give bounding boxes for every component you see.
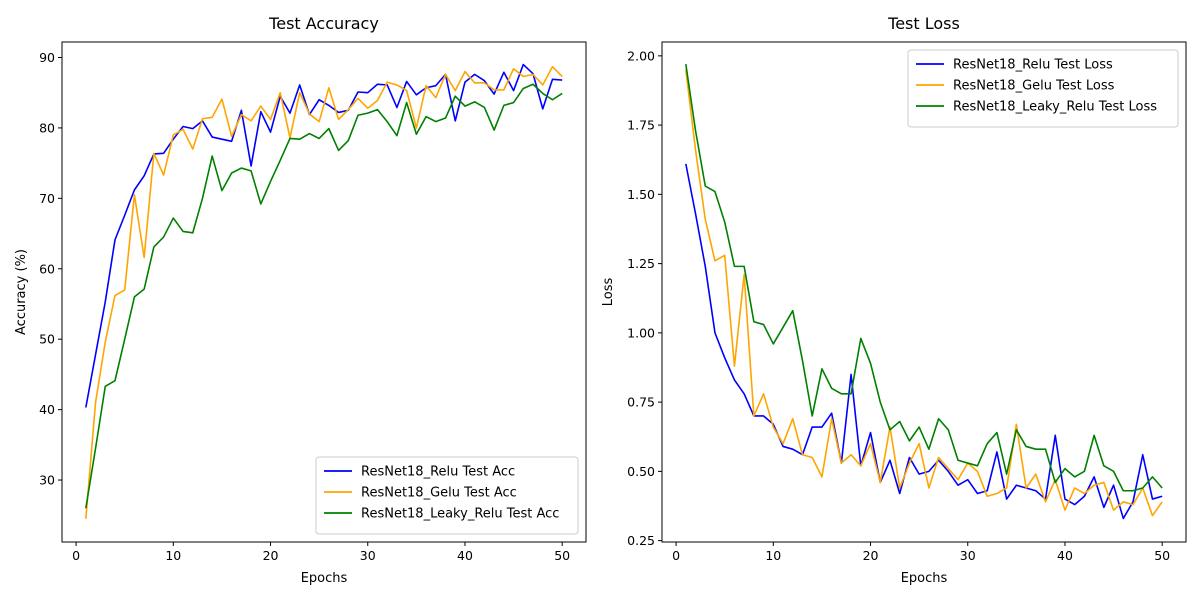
x-tick-label: 40 bbox=[457, 548, 473, 563]
y-tick-label: 1.75 bbox=[627, 118, 655, 133]
chart-title: Test Loss bbox=[887, 14, 960, 33]
series-line-resnet18-gelu-test-acc bbox=[85, 65, 563, 519]
y-axis-label: Loss bbox=[601, 278, 616, 307]
x-tick-label: 50 bbox=[1154, 548, 1170, 563]
x-axis-label: Epochs bbox=[901, 571, 948, 586]
y-tick-label: 0.25 bbox=[627, 533, 655, 548]
series-line-resnet18-relu-test-loss bbox=[685, 163, 1163, 520]
y-tick-label: 90 bbox=[39, 50, 55, 65]
legend-label-resnet18-gelu-test-loss: ResNet18_Gelu Test Loss bbox=[953, 79, 1115, 94]
x-tick-label: 50 bbox=[554, 548, 570, 563]
series-line-resnet18-gelu-test-loss bbox=[685, 69, 1163, 517]
x-tick-label: 20 bbox=[863, 548, 879, 563]
y-tick-label: 70 bbox=[39, 191, 55, 206]
plot-frame bbox=[661, 41, 1187, 543]
y-tick-label: 2.00 bbox=[627, 48, 655, 63]
series-line-resnet18-leaky-relu-test-loss bbox=[685, 64, 1163, 492]
x-tick-label: 40 bbox=[1057, 548, 1073, 563]
chart-title: Test Accuracy bbox=[268, 14, 379, 33]
y-tick-label: 1.25 bbox=[627, 256, 655, 271]
legend: ResNet18_Relu Test Acc ResNet18_Gelu Test… bbox=[315, 456, 579, 535]
y-tick-label: 0.50 bbox=[627, 464, 655, 479]
legend-label-resnet18-gelu-test-acc: ResNet18_Gelu Test Acc bbox=[361, 486, 517, 501]
accuracy-chart: 0 10 20 30 40 50 30 40 50 60 70 80 90 Test Accuracy Ep… bbox=[14, 14, 587, 586]
legend-box bbox=[907, 49, 1179, 128]
legend-label-resnet18-leaky-relu-test-loss: ResNet18_Leaky_Relu Test Loss bbox=[953, 100, 1157, 115]
legend: ResNet18_Relu Test Loss ResNet18_Gelu Tes… bbox=[907, 49, 1179, 128]
x-tick-label: 0 bbox=[72, 548, 80, 563]
legend-label-resnet18-leaky-relu-test-acc: ResNet18_Leaky_Relu Test Acc bbox=[361, 507, 559, 522]
y-tick-label: 30 bbox=[39, 473, 55, 488]
x-axis-label: Epochs bbox=[301, 571, 348, 586]
y-tick-label: 1.00 bbox=[627, 325, 655, 340]
y-tick-label: 60 bbox=[39, 261, 55, 276]
x-tick-label: 30 bbox=[960, 548, 976, 563]
series-line-resnet18-leaky-relu-test-acc bbox=[85, 83, 563, 509]
x-tick-label: 0 bbox=[672, 548, 680, 563]
legend-label-resnet18-relu-test-acc: ResNet18_Relu Test Acc bbox=[361, 465, 515, 480]
legend-label-resnet18-relu-test-loss: ResNet18_Relu Test Loss bbox=[953, 58, 1113, 73]
y-tick-label: 50 bbox=[39, 332, 55, 347]
y-axis-label: Accuracy (%) bbox=[14, 249, 29, 335]
x-tick-label: 30 bbox=[360, 548, 376, 563]
y-tick-label: 40 bbox=[39, 402, 55, 417]
x-tick-label: 10 bbox=[165, 548, 181, 563]
x-tick-label: 20 bbox=[263, 548, 279, 563]
loss-chart: 0 10 20 30 40 50 0.25 0.50 0.75 1.00 1.25 1.50 1.75 2… bbox=[601, 14, 1187, 586]
plot-frame bbox=[61, 41, 587, 543]
y-tick-label: 0.75 bbox=[627, 395, 655, 410]
x-tick-label: 10 bbox=[765, 548, 781, 563]
legend-box bbox=[315, 456, 579, 535]
y-tick-label: 80 bbox=[39, 120, 55, 135]
y-tick-label: 1.50 bbox=[627, 187, 655, 202]
